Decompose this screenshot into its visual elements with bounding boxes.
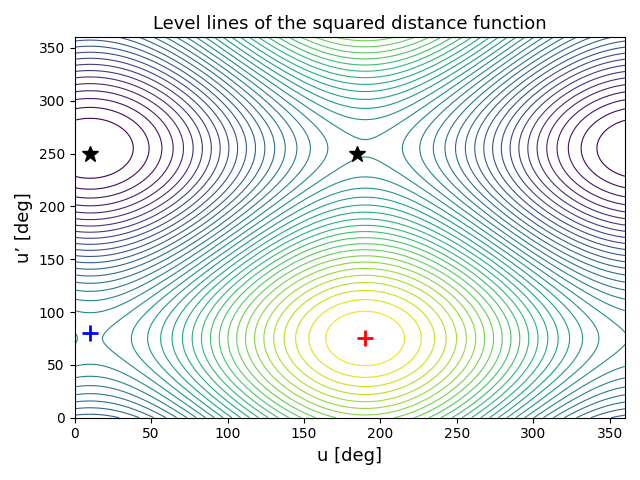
- Title: Level lines of the squared distance function: Level lines of the squared distance func…: [153, 15, 547, 33]
- Y-axis label: u’ [deg]: u’ [deg]: [15, 192, 33, 263]
- X-axis label: u [deg]: u [deg]: [317, 447, 382, 465]
